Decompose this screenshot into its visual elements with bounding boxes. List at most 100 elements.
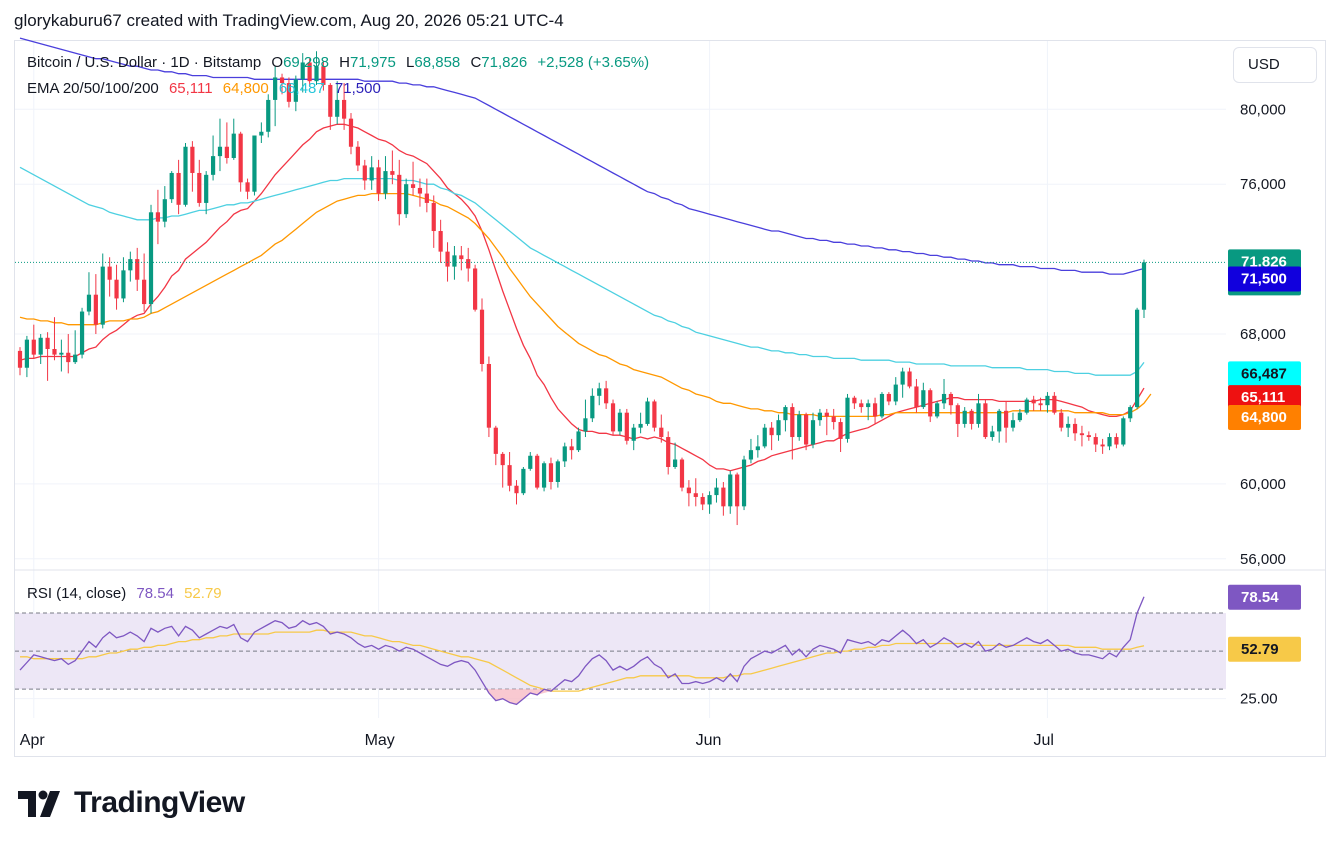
open-label: O xyxy=(271,54,284,71)
candle xyxy=(935,401,940,419)
candle xyxy=(1072,418,1078,441)
candle xyxy=(638,412,643,434)
candle xyxy=(576,427,581,453)
candle-body xyxy=(238,133,243,183)
candle-body xyxy=(1107,437,1112,447)
candle xyxy=(93,274,98,335)
candle-body xyxy=(941,393,947,404)
candle-body xyxy=(410,184,416,188)
candle-body xyxy=(197,172,202,203)
candle xyxy=(1079,425,1085,447)
candle xyxy=(142,253,147,312)
candle xyxy=(479,298,485,372)
candle-body xyxy=(900,371,905,385)
candle-body xyxy=(679,459,685,488)
candle-body xyxy=(804,414,809,445)
candle xyxy=(355,141,360,172)
candle-body xyxy=(66,352,71,363)
candle xyxy=(404,178,409,218)
candle-body xyxy=(983,403,988,438)
candle xyxy=(45,332,50,381)
candle-body xyxy=(762,427,767,447)
candle-body xyxy=(190,146,195,173)
candle-body xyxy=(666,437,671,467)
candle xyxy=(424,178,429,213)
candle-body xyxy=(24,339,29,368)
candle xyxy=(838,418,843,453)
candle-body xyxy=(86,294,92,312)
candle xyxy=(507,452,512,492)
candle-body xyxy=(555,461,560,482)
candle-body xyxy=(990,431,995,438)
candle-body xyxy=(604,388,609,404)
candle xyxy=(162,186,167,228)
candle-body xyxy=(597,388,602,396)
ema200-tag-bg xyxy=(1228,266,1301,292)
candle xyxy=(100,253,105,329)
candle xyxy=(1052,392,1057,415)
candle xyxy=(879,392,885,419)
candle xyxy=(128,251,133,282)
candle-body xyxy=(486,363,492,428)
candle xyxy=(238,131,243,192)
rsi-title[interactable]: RSI (14, close) xyxy=(27,585,127,602)
candle-body xyxy=(500,453,505,466)
ema-title[interactable]: EMA 20/50/100/200 xyxy=(27,80,159,97)
rsi-tag-text: 78.54 xyxy=(1241,589,1279,606)
candle-body xyxy=(617,412,623,432)
candle-body xyxy=(431,202,436,232)
candle-body xyxy=(376,167,381,194)
candle xyxy=(1135,307,1140,409)
candle xyxy=(383,156,388,200)
time-tick-label: Jun xyxy=(696,732,722,749)
candle-body xyxy=(279,77,285,84)
candle-body xyxy=(541,463,547,488)
candle xyxy=(135,247,140,291)
ema20-value: 65,111 xyxy=(168,80,213,97)
candle-body xyxy=(976,403,981,424)
high-label: H xyxy=(339,54,350,71)
candle-body xyxy=(790,407,795,438)
candle xyxy=(872,397,878,424)
candle-body xyxy=(493,427,498,454)
last-price-tag-text: 71,826 xyxy=(1241,253,1287,270)
candle-body xyxy=(404,184,409,215)
candle-body xyxy=(535,455,540,488)
candle xyxy=(535,453,540,490)
candle xyxy=(969,408,974,430)
candle-body xyxy=(741,459,747,507)
candle-body xyxy=(369,167,374,181)
ema50-value: 64,800 xyxy=(222,80,269,97)
candle xyxy=(962,407,967,428)
candle xyxy=(493,425,498,466)
candle xyxy=(1100,438,1105,454)
candle-body xyxy=(955,405,960,424)
candle xyxy=(914,378,919,413)
candle xyxy=(997,408,1002,443)
candle-body xyxy=(707,495,712,505)
candle xyxy=(1107,433,1112,451)
candle xyxy=(810,412,816,449)
candle xyxy=(907,367,912,389)
candle-body xyxy=(569,446,574,451)
candle-body xyxy=(948,393,954,406)
candle xyxy=(804,412,809,451)
candle-body xyxy=(245,182,250,192)
candle-body xyxy=(148,212,154,305)
ema50-tag-text: 64,800 xyxy=(1241,409,1287,426)
currency-button[interactable]: USD xyxy=(1233,47,1317,83)
ema-line xyxy=(19,37,1145,275)
candle xyxy=(1121,416,1126,447)
candle-body xyxy=(797,414,802,438)
candle-body xyxy=(452,255,457,267)
chart-frame[interactable] xyxy=(14,40,1326,757)
candle xyxy=(210,135,216,181)
candle xyxy=(335,81,340,125)
symbol-title[interactable]: Bitcoin / U.S. Dollar · 1D · Bitstamp xyxy=(27,54,262,71)
chart-caption: glorykaburu67 created with TradingView.c… xyxy=(14,11,564,30)
candle xyxy=(1114,433,1119,449)
candle xyxy=(714,478,719,503)
candle-body xyxy=(1003,410,1009,428)
candle-body xyxy=(459,255,464,260)
